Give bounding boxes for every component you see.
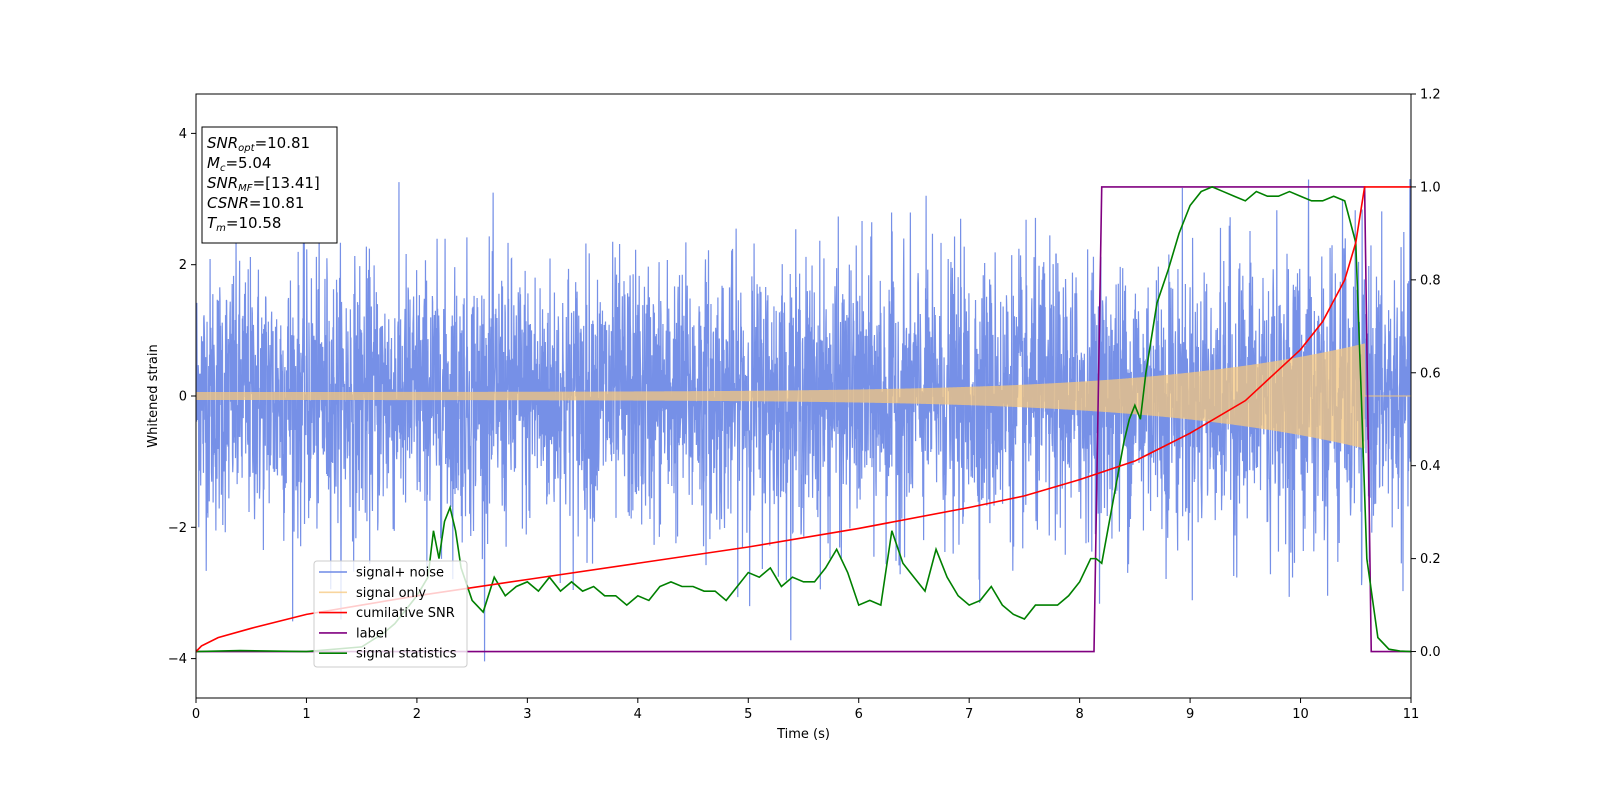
y-right-tick-label: 0.2 [1420,552,1441,567]
x-tick-label: 0 [192,707,200,722]
x-tick-label: 11 [1403,707,1420,722]
info-line: SNRMF=[13.41] [207,174,320,194]
plot-area [196,179,1411,662]
x-tick-label: 3 [523,707,531,722]
y-right-tick-label: 1.2 [1420,88,1441,103]
x-tick-label: 8 [1075,707,1083,722]
x-tick-label: 4 [634,707,642,722]
x-tick-label: 5 [744,707,752,722]
info-line: SNRopt=10.81 [207,134,310,154]
x-tick-label: 7 [965,707,973,722]
series-label-line [196,186,1411,653]
legend-frame [313,560,468,668]
y-axis-title: Whitened strain [146,344,161,447]
y-right-tick-label: 0.6 [1420,366,1441,381]
x-tick-label: 1 [302,707,310,722]
info-line: Tm=10.58 [207,214,281,234]
y-left-tick-label: −2 [168,521,187,536]
info-line: Mc=5.04 [207,154,271,174]
x-tick-label: 6 [855,707,863,722]
x-tick-label: 10 [1292,707,1309,722]
axis-ticks: 0 1 2 3 4 5 6 7 8 9 10 11 −4 −2 0 2 4 0.0 0.2 0.4 0.6 0.8 1.0 1… [168,88,1441,723]
info-box-frame [201,126,338,244]
legend-label: signal statistics [356,647,457,662]
legend-label: label [356,626,387,641]
y-right-tick-label: 0.4 [1420,459,1441,474]
legend-label: signal only [356,586,426,601]
info-box: SNRopt=10.81Mc=5.04SNRMF=[13.41]CSNR=10.… [201,126,338,244]
y-left-tick-label: 4 [179,127,187,142]
legend-label: cumilative SNR [356,606,455,621]
series-signal-only-line [196,343,1411,449]
y-left-tick-label: 0 [179,390,187,405]
y-right-tick-label: 0.0 [1420,645,1441,660]
series-cumulative-snr-line [196,186,1411,653]
y-right-tick-label: 0.8 [1420,273,1441,288]
x-tick-label: 9 [1186,707,1194,722]
x-tick-label: 2 [413,707,421,722]
info-line: CSNR=10.81 [207,194,304,212]
y-left-tick-label: −4 [168,652,187,667]
y-left-tick-label: 2 [179,258,187,273]
legend: signal+ noise signal only cumilative SNR la… [313,560,468,668]
legend-label: signal+ noise [356,566,444,581]
y-right-tick-label: 1.0 [1420,180,1441,195]
x-axis-title: Time (s) [776,727,830,742]
